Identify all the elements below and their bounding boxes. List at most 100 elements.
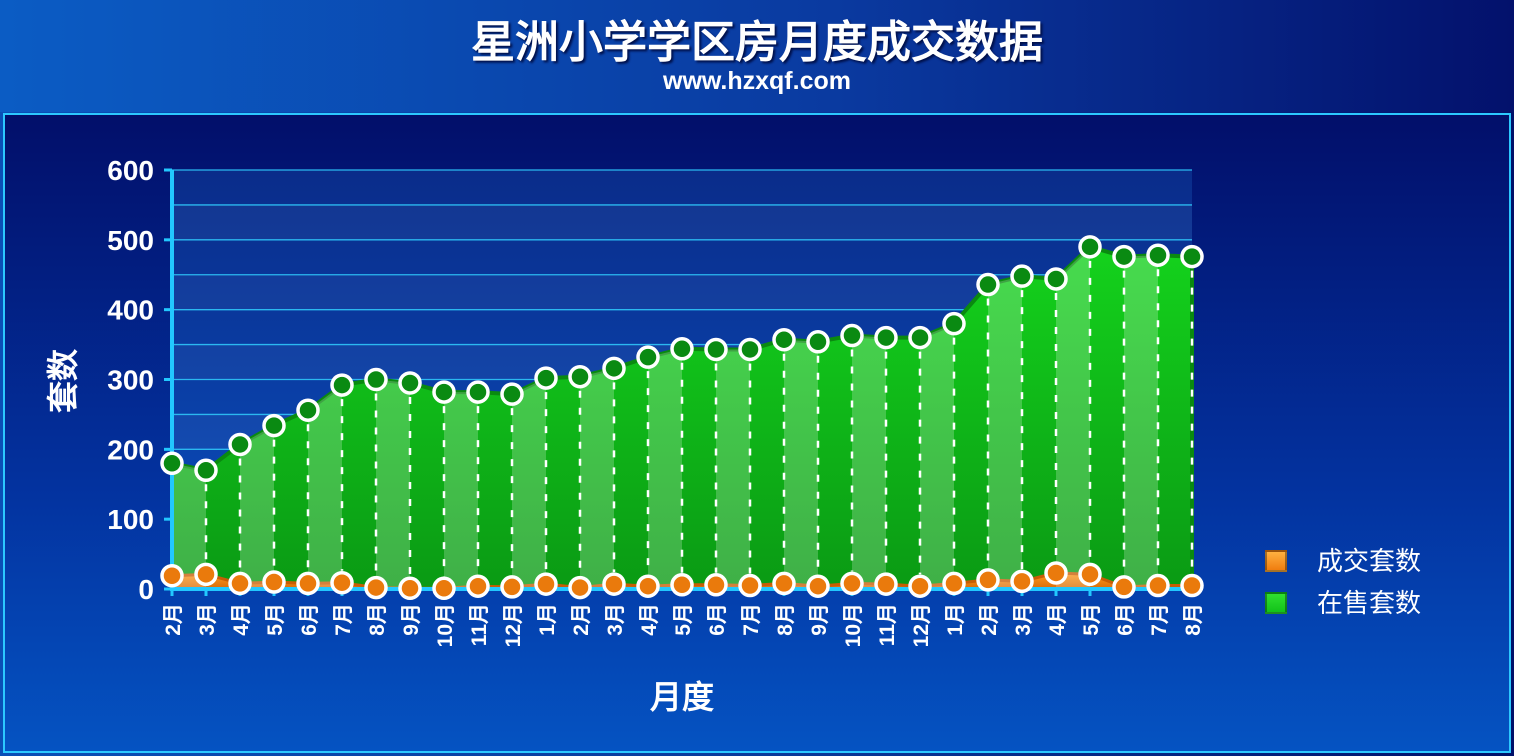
x-tick-label: 8月	[366, 603, 389, 636]
x-tick-label: 7月	[332, 603, 355, 636]
sold-point	[296, 571, 320, 596]
x-tick-label: 6月	[298, 603, 321, 636]
listed-point	[466, 380, 490, 404]
sold-point	[738, 573, 762, 598]
listed-point	[1044, 267, 1068, 291]
listed-point	[942, 311, 966, 336]
sold-point	[1044, 561, 1068, 585]
listed-point	[670, 337, 694, 361]
sold-point	[602, 572, 626, 596]
sold-point	[228, 571, 252, 596]
listed-point	[296, 398, 320, 422]
y-tick-label: 600	[107, 155, 154, 186]
x-axis-label: 月度	[650, 679, 714, 715]
legend-swatch-listed	[1265, 592, 1287, 614]
legend-item-sold: 成交套数	[1265, 546, 1465, 582]
listed-point	[500, 382, 524, 406]
sold-point	[840, 571, 864, 596]
sold-point	[636, 574, 660, 598]
sold-point	[432, 576, 456, 601]
listed-point	[908, 325, 932, 350]
x-tick-label: 8月	[1182, 603, 1205, 636]
listed-point	[330, 373, 354, 397]
x-tick-label: 2月	[978, 603, 1001, 636]
x-tick-label: 9月	[400, 603, 423, 636]
chart-title: 星洲小学学区房月度成交数据	[471, 17, 1043, 68]
listed-point	[874, 325, 898, 350]
listed-point	[398, 371, 422, 395]
area-stripe	[1056, 246, 1090, 589]
x-tick-label: 3月	[196, 603, 219, 636]
x-tick-label: 4月	[230, 603, 253, 636]
listed-point	[704, 337, 728, 362]
listed-point	[194, 458, 218, 483]
listed-point	[840, 323, 864, 348]
x-tick-label: 10月	[842, 603, 865, 647]
sold-point	[500, 575, 524, 599]
x-tick-label: 11月	[468, 603, 491, 646]
x-tick-label: 3月	[604, 603, 627, 636]
sold-point	[330, 570, 354, 595]
sold-point	[1146, 573, 1170, 598]
y-axis-label: 套数	[45, 348, 81, 413]
sold-point	[942, 571, 966, 596]
x-tick-label: 6月	[1114, 603, 1137, 636]
legend-item-listed: 在售套数	[1265, 588, 1465, 624]
listed-point	[806, 330, 830, 354]
x-tick-label: 2月	[162, 603, 185, 636]
listed-point	[976, 272, 1000, 297]
listed-point	[432, 380, 456, 404]
y-tick-label: 200	[107, 434, 154, 465]
x-tick-label: 1月	[536, 603, 559, 636]
legend-swatch-sold	[1265, 550, 1287, 572]
area-sold	[170, 571, 1194, 591]
listed-point	[1180, 244, 1204, 269]
area-stripe	[1124, 246, 1158, 589]
x-tick-label: 10月	[434, 603, 457, 647]
x-tick-label: 4月	[638, 603, 661, 636]
legend-label-listed: 在售套数	[1317, 589, 1422, 619]
sold-point	[466, 574, 490, 598]
x-tick-label: 7月	[1148, 603, 1171, 636]
x-tick-label: 5月	[672, 603, 695, 636]
sold-point	[534, 572, 558, 596]
listed-point	[636, 345, 660, 369]
listed-point	[1146, 243, 1170, 267]
sold-point	[976, 568, 1000, 592]
listed-point	[364, 367, 388, 392]
sold-point	[160, 563, 184, 588]
sold-point	[704, 573, 728, 597]
x-tick-label: 1月	[944, 603, 967, 636]
sold-point	[1180, 573, 1204, 598]
listed-point	[262, 413, 286, 438]
y-tick-label: 500	[107, 225, 154, 256]
listed-point	[772, 327, 796, 352]
listed-point	[1078, 235, 1102, 259]
sold-point	[568, 575, 592, 600]
x-tick-label: 4月	[1046, 603, 1069, 636]
sold-point	[874, 572, 898, 596]
x-tick-label: 2月	[570, 603, 593, 636]
chart-subtitle: www.hzxqf.com	[663, 67, 851, 95]
grid-band	[172, 204, 1192, 240]
sold-point	[1078, 562, 1102, 587]
x-tick-label: 7月	[740, 603, 763, 636]
sold-point	[194, 562, 218, 587]
listed-point	[1010, 264, 1034, 288]
y-tick-label: 0	[138, 574, 154, 605]
listed-point	[534, 366, 558, 390]
y-tick-label: 400	[107, 295, 154, 326]
x-tick-label: 9月	[808, 603, 831, 636]
sold-point	[1112, 575, 1136, 599]
y-tick-label: 100	[107, 504, 154, 535]
area-stripe	[988, 246, 1022, 589]
listed-point	[160, 451, 184, 476]
sold-point	[670, 573, 694, 597]
listed-point	[568, 364, 592, 389]
x-tick-label: 12月	[502, 603, 525, 647]
x-tick-label: 5月	[264, 603, 287, 636]
legend-label-sold: 成交套数	[1317, 547, 1422, 577]
listed-point	[1112, 244, 1136, 269]
